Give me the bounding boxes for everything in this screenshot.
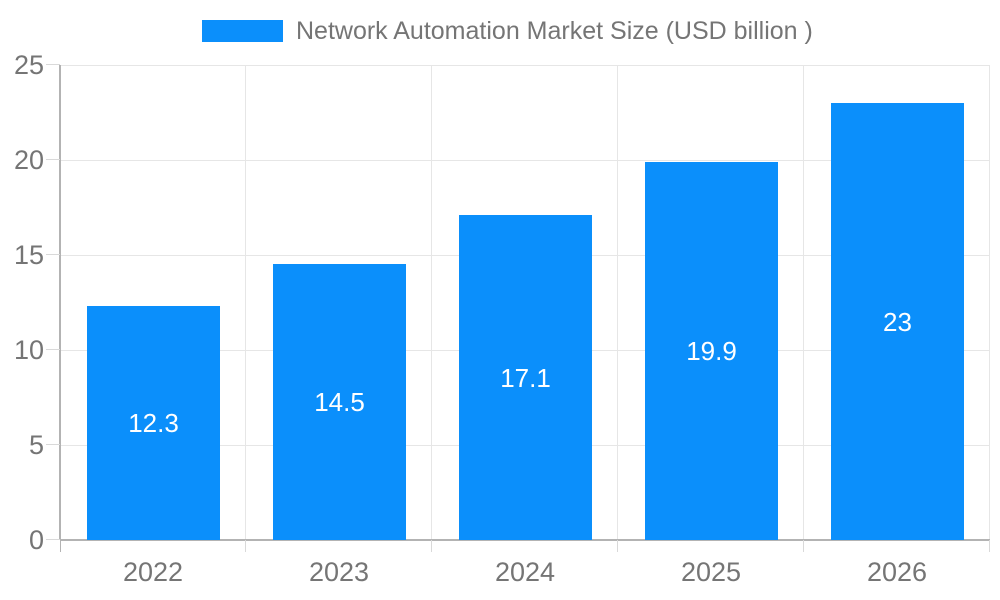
- y-axis-tick-label: 15: [13, 240, 44, 270]
- plot-area: 12.3 14.5 17.1 19.9 23: [59, 65, 990, 541]
- x-axis-tick: [60, 540, 61, 552]
- bar-2025[interactable]: 19.9: [645, 162, 778, 540]
- legend-label: Network Automation Market Size (USD bill…: [296, 17, 813, 45]
- y-axis-tick: [46, 539, 60, 540]
- x-axis-tick-label: 2025: [680, 557, 742, 587]
- gridline-horizontal: [60, 160, 990, 161]
- gridline-vertical: [617, 65, 618, 540]
- chart-legend[interactable]: Network Automation Market Size (USD bill…: [202, 17, 813, 45]
- bar-value-label: 14.5: [314, 387, 365, 417]
- gridline-vertical: [431, 65, 432, 540]
- bar-2024[interactable]: 17.1: [459, 215, 592, 540]
- bar-2026[interactable]: 23: [831, 103, 964, 540]
- y-axis-tick: [46, 254, 60, 255]
- x-axis-line: [60, 539, 990, 541]
- x-axis-tick: [989, 540, 990, 552]
- gridline-vertical: [989, 65, 990, 540]
- gridline-vertical: [803, 65, 804, 540]
- bar-2022[interactable]: 12.3: [87, 306, 220, 540]
- bar-value-label: 19.9: [686, 336, 737, 366]
- y-axis-tick: [46, 444, 60, 445]
- y-axis-tick: [46, 159, 60, 160]
- bar-2023[interactable]: 14.5: [273, 264, 406, 540]
- x-axis-tick-label: 2024: [494, 557, 556, 587]
- x-axis-tick-label: 2023: [308, 557, 370, 587]
- y-axis-tick-label: 10: [13, 335, 44, 365]
- y-axis-tick: [46, 64, 60, 65]
- y-axis-tick-label: 20: [13, 145, 44, 175]
- y-axis-tick: [46, 349, 60, 350]
- x-axis-tick: [617, 540, 618, 552]
- gridline-horizontal: [60, 65, 990, 66]
- y-axis-line: [59, 65, 61, 540]
- x-axis-tick: [803, 540, 804, 552]
- legend-swatch: [202, 20, 283, 42]
- gridline-vertical: [245, 65, 246, 540]
- bar-value-label: 17.1: [500, 363, 551, 393]
- x-axis-tick: [431, 540, 432, 552]
- y-axis-tick-label: 25: [13, 50, 44, 80]
- y-axis-tick-label: 0: [28, 525, 44, 555]
- x-axis-tick-label: 2022: [122, 557, 184, 587]
- bar-value-label: 23: [883, 307, 912, 337]
- bar-value-label: 12.3: [128, 408, 179, 438]
- x-axis-tick-label: 2026: [866, 557, 928, 587]
- x-axis-tick: [245, 540, 246, 552]
- y-axis-tick-label: 5: [28, 430, 44, 460]
